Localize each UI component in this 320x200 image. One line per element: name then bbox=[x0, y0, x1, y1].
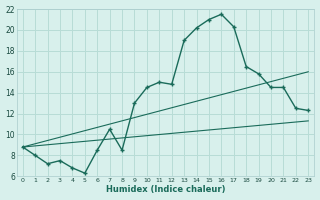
X-axis label: Humidex (Indice chaleur): Humidex (Indice chaleur) bbox=[106, 185, 225, 194]
